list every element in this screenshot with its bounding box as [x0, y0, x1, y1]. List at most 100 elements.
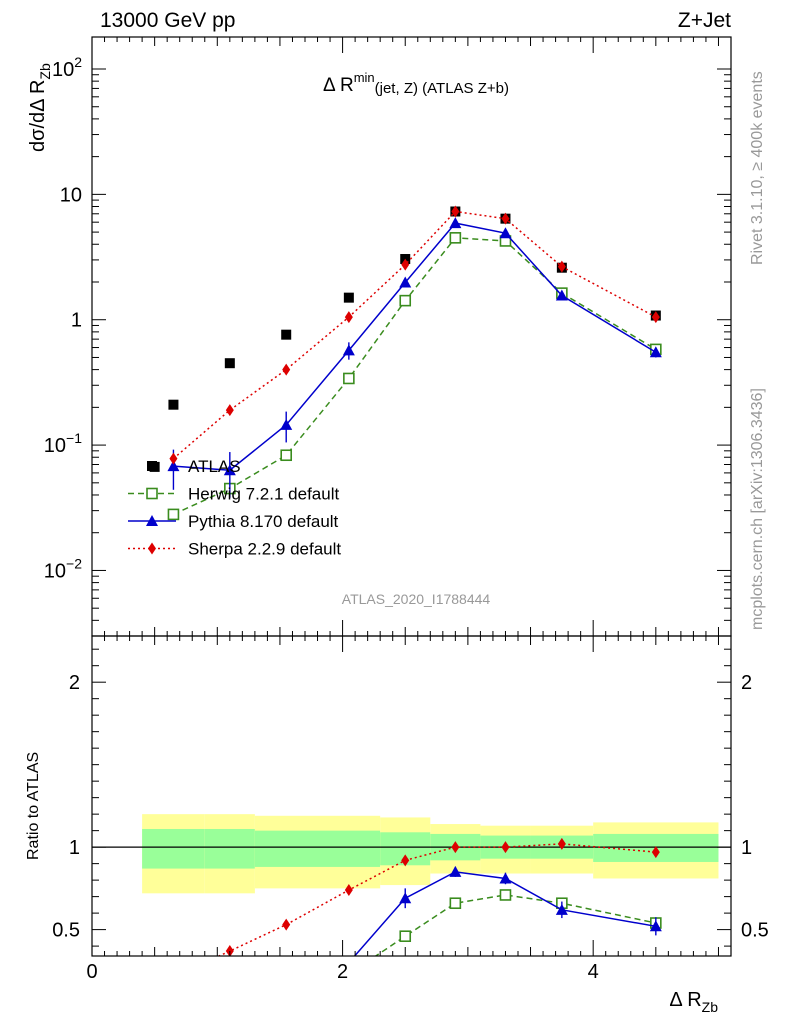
- legend-marker: [148, 542, 156, 555]
- main-ytick-label: 10−1: [44, 430, 82, 457]
- ratio-ylabel: Ratio to ATLAS: [25, 752, 42, 860]
- xtick-label: 4: [588, 961, 599, 983]
- legend-marker: [146, 487, 158, 500]
- main-series-sherpa: [169, 205, 660, 465]
- ratio-point-pythia: [399, 892, 412, 904]
- ratio-point-sherpa: [225, 945, 234, 956]
- main-point-sherpa: [169, 452, 178, 465]
- ratio-line-pythia: [353, 871, 656, 956]
- ratio-line-herwig: [374, 894, 656, 956]
- ratio-ytick-label: 2: [69, 672, 80, 694]
- main-ytick-label: 1: [71, 310, 82, 332]
- main-series: [149, 205, 662, 521]
- legend-entry-sherpa: Sherpa 2.2.9 default: [128, 540, 341, 559]
- ratio-ytick-label-right: 2: [741, 672, 752, 694]
- main-point-atlas: [224, 358, 235, 369]
- ratio-point-herwig: [499, 889, 512, 901]
- ratio-point-pythia: [649, 920, 662, 932]
- main-ylabel: dσ/dΔ RZb: [27, 63, 53, 152]
- main-line-pythia: [173, 222, 657, 472]
- analysis-id: ATLAS_2020_I1788444: [342, 591, 491, 607]
- ratio-point-sherpa: [282, 918, 291, 931]
- ratio-point-pythia: [555, 903, 568, 915]
- main-point-herwig: [280, 449, 293, 462]
- main-ytick-label: 10−2: [44, 555, 82, 582]
- legend-entry-atlas: ATLAS: [147, 457, 241, 476]
- main-series-atlas: [149, 206, 661, 472]
- legend-label: Pythia 8.170 default: [188, 512, 339, 531]
- rivet-label: Rivet 3.1.10, ≥ 400k events: [749, 71, 766, 265]
- main-point-pythia: [167, 460, 180, 472]
- main-line-herwig: [173, 237, 657, 516]
- main-point-pythia: [342, 344, 355, 356]
- legend: ATLAS Herwig 7.2.1 default Pythia 8.170 de…: [128, 457, 341, 559]
- main-point-pythia: [449, 217, 462, 229]
- xtick-label: 2: [337, 961, 348, 983]
- main-point-sherpa: [225, 404, 234, 417]
- legend-label: Herwig 7.2.1 default: [188, 485, 339, 504]
- ratio-point-sherpa: [451, 841, 460, 854]
- main-point-sherpa: [282, 363, 291, 376]
- legend-label: ATLAS: [188, 457, 241, 476]
- legend-entry-pythia: Pythia 8.170 default: [128, 512, 339, 531]
- main-point-pythia: [399, 276, 412, 288]
- main-title: Δ Rmin(jet, Z) (ATLAS Z+b): [323, 70, 509, 97]
- ratio-ytick-label-right: 1: [741, 837, 752, 859]
- ratio-point-pythia: [499, 872, 512, 884]
- mcplots-label: mcplots.cern.ch [arXiv:1306.3436]: [749, 388, 766, 630]
- axes: [91, 36, 732, 957]
- main-point-herwig: [343, 372, 355, 385]
- legend-marker: [147, 461, 157, 471]
- main-point-pythia: [223, 464, 236, 476]
- main-ytick-label: 102: [52, 54, 82, 81]
- main-point-herwig: [449, 232, 462, 244]
- main-point-sherpa: [344, 311, 353, 324]
- main-line-sherpa: [172, 210, 657, 460]
- tick-labels: 10−2 10−1 1 10 102 0.5 0.5 1 1 2 2 0 2 4: [44, 54, 769, 983]
- main-point-atlas: [343, 292, 354, 303]
- ratio-point-sherpa: [344, 884, 353, 897]
- legend-entry-herwig: Herwig 7.2.1 default: [128, 485, 339, 504]
- ratio-point-sherpa: [557, 837, 566, 850]
- ratio-point-sherpa: [201, 957, 209, 969]
- ratio-ytick-label: 0.5: [52, 920, 80, 942]
- process-label: Z+Jet: [678, 9, 731, 32]
- x-axis-label: Δ RZb: [669, 989, 718, 1015]
- main-point-atlas: [281, 329, 292, 340]
- main-point-atlas: [168, 399, 179, 410]
- main-point-sherpa: [557, 260, 566, 273]
- main-point-herwig: [167, 508, 180, 521]
- main-point-sherpa: [451, 205, 460, 218]
- ratio-frame: [91, 635, 732, 957]
- ratio-ytick-label: 1: [69, 837, 80, 859]
- ratio-ytick-label-right: 0.5: [741, 920, 769, 942]
- main-point-herwig: [399, 294, 412, 307]
- ratio-point-sherpa: [501, 841, 510, 854]
- main-point-pythia: [555, 289, 568, 301]
- xtick-label: 0: [86, 961, 97, 983]
- ratio-point-sherpa: [651, 846, 660, 859]
- ratio-point-sherpa: [401, 854, 410, 867]
- inner-band: [254, 830, 381, 867]
- main-point-pythia: [280, 418, 293, 430]
- main-series-herwig: [167, 232, 662, 521]
- ratio-point-herwig: [399, 930, 412, 943]
- ratio-point-herwig: [449, 897, 462, 910]
- main-point-pythia: [649, 346, 662, 358]
- main-ytick-label: 10: [60, 184, 82, 206]
- main-point-pythia: [499, 227, 512, 239]
- inner-band: [204, 828, 255, 869]
- main-point-sherpa: [651, 311, 660, 324]
- ratio-series-herwig: [374, 889, 662, 956]
- main-series-pythia: [167, 217, 662, 498]
- ratio-point-pythia: [449, 865, 462, 877]
- main-point-sherpa: [501, 212, 510, 225]
- legend-marker: [146, 515, 158, 526]
- legend-label: Sherpa 2.2.9 default: [188, 540, 341, 559]
- energy-label: 13000 GeV pp: [100, 9, 235, 32]
- inner-band: [142, 828, 205, 869]
- ratio-series-sherpa: [201, 837, 660, 969]
- main-point-sherpa: [401, 258, 410, 271]
- ratio-series: [201, 837, 662, 969]
